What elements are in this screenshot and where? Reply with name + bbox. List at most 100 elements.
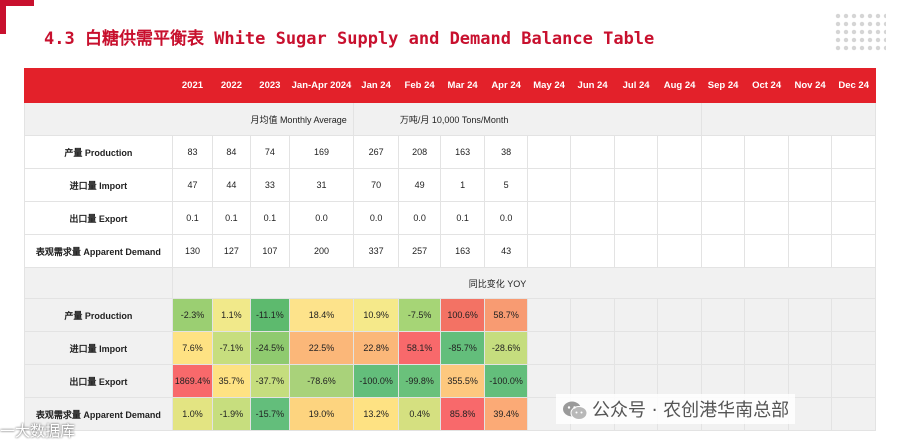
empty-cell (657, 331, 702, 365)
empty-cell (570, 331, 615, 365)
yoy-value-cell: 22.8% (352, 331, 400, 365)
value-cell: 107 (249, 234, 291, 268)
yoy-value-cell: -1.9% (212, 397, 251, 431)
yoy-value-cell: -15.7% (249, 397, 291, 431)
col-header: Jan 24 (352, 68, 400, 103)
yoy-row: 进口量 Import 7.6% -7.1% -24.5% 22.5% 22.8% 58.1%… (24, 331, 876, 365)
yoy-section-blank (24, 267, 173, 299)
yoy-value-cell: 85.8% (439, 397, 486, 431)
yoy-value-cell: -37.7% (249, 364, 291, 398)
empty-cell (787, 135, 833, 169)
data-row: 进口量 Import 47 44 33 31 70 49 1 5 (24, 168, 876, 202)
empty-cell (526, 298, 572, 332)
yoy-value-cell: 0.4% (398, 397, 441, 431)
col-header: Sep 24 (700, 68, 746, 103)
yoy-section-title: 同比变化 YOY (171, 267, 877, 299)
value-cell: 0.0 (398, 201, 441, 235)
yoy-value-cell: 10.9% (352, 298, 400, 332)
yoy-value-cell: -100.0% (484, 364, 528, 398)
yoy-value-cell: -85.7% (439, 331, 486, 365)
value-cell: 49 (398, 168, 441, 202)
value-cell: 200 (289, 234, 354, 268)
data-row: 出口量 Export 0.1 0.1 0.1 0.0 0.0 0.0 0.1 0.0 (24, 201, 876, 235)
empty-cell (700, 168, 746, 202)
row-label: 进口量 Import (24, 168, 173, 202)
value-cell: 84 (212, 135, 251, 169)
row-label: 产量 Production (24, 298, 173, 332)
header-corner (24, 68, 173, 103)
value-cell: 43 (484, 234, 528, 268)
empty-cell (570, 234, 615, 268)
empty-cell (744, 298, 789, 332)
value-cell: 31 (289, 168, 354, 202)
empty-cell (657, 168, 702, 202)
empty-cell (700, 298, 746, 332)
value-cell: 0.0 (484, 201, 528, 235)
yoy-value-cell: 1869.4% (171, 364, 214, 398)
value-cell: 0.1 (171, 201, 214, 235)
empty-cell (570, 168, 615, 202)
empty-cell (787, 298, 833, 332)
yoy-value-cell: 18.4% (289, 298, 354, 332)
yoy-value-cell: 1.1% (212, 298, 251, 332)
row-label: 表观需求量 Apparent Demand (24, 397, 173, 431)
value-cell: 163 (439, 234, 486, 268)
yoy-value-cell: 58.7% (484, 298, 528, 332)
empty-cell (526, 234, 572, 268)
yoy-value-cell: -78.6% (289, 364, 354, 398)
empty-cell (700, 364, 746, 398)
page-title: 4.3 白糖供需平衡表 White Sugar Supply and Deman… (44, 29, 655, 49)
empty-cell (787, 168, 833, 202)
corner-decoration (0, 0, 34, 34)
value-cell: 257 (398, 234, 441, 268)
empty-cell (744, 168, 789, 202)
empty-cell (700, 234, 746, 268)
col-header: Mar 24 (439, 68, 486, 103)
empty-cell (831, 364, 876, 398)
yoy-value-cell: 7.6% (171, 331, 214, 365)
col-header: Nov 24 (787, 68, 833, 103)
col-header: Aug 24 (657, 68, 702, 103)
empty-cell (613, 234, 659, 268)
row-label: 出口量 Export (24, 364, 173, 398)
empty-cell (570, 135, 615, 169)
yoy-value-cell: -28.6% (484, 331, 528, 365)
yoy-section-row: 同比变化 YOY (24, 267, 877, 299)
col-header: Feb 24 (398, 68, 441, 103)
value-cell: 163 (439, 135, 486, 169)
empty-cell (831, 135, 876, 169)
row-label: 产量 Production (24, 135, 173, 169)
yoy-value-cell: 39.4% (484, 397, 528, 431)
empty-cell (700, 135, 746, 169)
value-cell: 44 (212, 168, 251, 202)
watermark-left: 一大数据库 (0, 422, 76, 440)
empty-cell (700, 201, 746, 235)
yoy-value-cell: -24.5% (249, 331, 291, 365)
row-label: 表观需求量 Apparent Demand (24, 234, 173, 268)
value-cell: 208 (398, 135, 441, 169)
empty-cell (613, 331, 659, 365)
header-row: 2021 2022 2023 Jan-Apr 2024 Jan 24 Feb 2… (24, 68, 876, 103)
yoy-value-cell: 58.1% (398, 331, 441, 365)
value-cell: 0.1 (212, 201, 251, 235)
data-row: 表观需求量 Apparent Demand 130 127 107 200 337 257 1… (24, 234, 876, 268)
empty-cell (570, 298, 615, 332)
yoy-row: 产量 Production -2.3% 1.1% -11.1% 18.4% 10.9% -7… (24, 298, 876, 332)
yoy-value-cell: -7.5% (398, 298, 441, 332)
value-cell: 38 (484, 135, 528, 169)
empty-cell (744, 201, 789, 235)
yoy-value-cell: 35.7% (212, 364, 251, 398)
empty-cell (700, 331, 746, 365)
empty-cell (526, 135, 572, 169)
value-cell: 0.1 (249, 201, 291, 235)
empty-cell (787, 331, 833, 365)
empty-cell (526, 168, 572, 202)
empty-cell (613, 298, 659, 332)
empty-cell (831, 234, 876, 268)
empty-cell (831, 298, 876, 332)
yoy-value-cell: 22.5% (289, 331, 354, 365)
empty-cell (831, 168, 876, 202)
yoy-value-cell: 355.5% (439, 364, 486, 398)
yoy-row: 出口量 Export 1869.4% 35.7% -37.7% -78.6% -100.0… (24, 364, 876, 398)
